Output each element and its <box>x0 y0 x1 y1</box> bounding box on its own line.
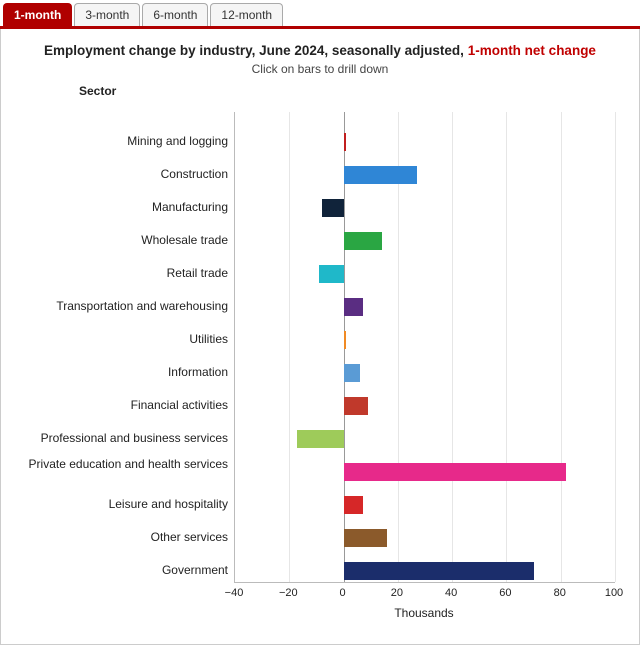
x-tick-label: 100 <box>605 587 623 599</box>
bar-leisure-and-hospitality[interactable] <box>344 496 363 514</box>
bar-manufacturing[interactable] <box>322 199 344 217</box>
bar-private-education-and-health-services[interactable] <box>344 463 567 481</box>
tabs-row: 1-month3-month6-month12-month <box>0 0 640 29</box>
category-label: Financial activities <box>18 399 228 413</box>
category-label: Professional and business services <box>18 432 228 446</box>
bar-professional-and-business-services[interactable] <box>297 430 343 448</box>
bar-government[interactable] <box>344 562 534 580</box>
x-tick-label: 0 <box>340 587 346 599</box>
gridline <box>452 112 453 582</box>
x-tick-label: 60 <box>499 587 511 599</box>
chart-area: Thousands −40 −20 0 20 40 60 80 100 Mining and l… <box>14 102 626 632</box>
bar-other-services[interactable] <box>344 529 387 547</box>
category-label: Information <box>18 366 228 380</box>
gridline <box>506 112 507 582</box>
bar-financial-activities[interactable] <box>344 397 368 415</box>
tab-3-month[interactable]: 3-month <box>74 3 140 26</box>
gridline <box>289 112 290 582</box>
gridline <box>561 112 562 582</box>
bar-information[interactable] <box>344 364 360 382</box>
x-tick-label: −40 <box>225 587 244 599</box>
category-label: Construction <box>18 168 228 182</box>
bar-transportation-and-warehousing[interactable] <box>344 298 363 316</box>
x-tick-label: 80 <box>554 587 566 599</box>
category-label: Wholesale trade <box>18 234 228 248</box>
tab-12-month[interactable]: 12-month <box>210 3 283 26</box>
x-tick-label: 40 <box>445 587 457 599</box>
bar-mining-and-logging[interactable] <box>344 133 347 151</box>
title-main: Employment change by industry, June 2024… <box>44 43 468 58</box>
plot-area <box>234 112 615 583</box>
category-label: Manufacturing <box>18 201 228 215</box>
bar-construction[interactable] <box>344 166 417 184</box>
tab-1-month[interactable]: 1-month <box>3 3 72 26</box>
bar-retail-trade[interactable] <box>319 265 343 283</box>
category-label: Mining and logging <box>18 135 228 149</box>
category-label: Utilities <box>18 333 228 347</box>
category-label: Other services <box>18 531 228 545</box>
gridline <box>615 112 616 582</box>
x-tick-label: −20 <box>279 587 298 599</box>
category-label: Leisure and hospitality <box>18 498 228 512</box>
sector-header: Sector <box>79 84 631 98</box>
tab-6-month[interactable]: 6-month <box>142 3 208 26</box>
chart-title: Employment change by industry, June 2024… <box>9 43 631 58</box>
chart-subtitle: Click on bars to drill down <box>9 62 631 76</box>
bar-utilities[interactable] <box>344 331 347 349</box>
title-highlight: 1-month net change <box>468 43 596 58</box>
category-label: Private education and health services <box>18 458 228 472</box>
bar-wholesale-trade[interactable] <box>344 232 382 250</box>
chart-panel: Employment change by industry, June 2024… <box>0 29 640 645</box>
category-label: Government <box>18 564 228 578</box>
category-label: Transportation and warehousing <box>18 300 228 314</box>
x-tick-label: 20 <box>391 587 403 599</box>
category-label: Retail trade <box>18 267 228 281</box>
x-axis-title: Thousands <box>234 606 614 620</box>
